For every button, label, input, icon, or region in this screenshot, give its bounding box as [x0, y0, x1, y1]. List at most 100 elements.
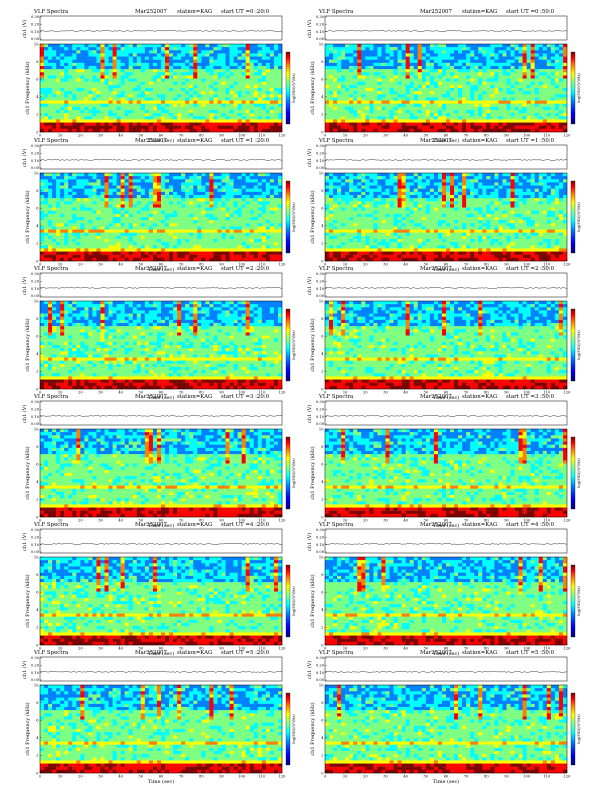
spectrogram-cell — [113, 126, 117, 129]
spectrogram-cell — [386, 126, 390, 129]
spectrogram-cell — [92, 214, 96, 217]
spectrogram-cell — [474, 123, 478, 126]
spectrogram-cell — [278, 182, 282, 185]
spectrogram-cell — [266, 226, 270, 229]
spectrogram-cell — [109, 69, 113, 72]
spectrogram-cell — [394, 57, 398, 60]
spectrogram-cell — [333, 110, 337, 113]
spectrogram-cell — [547, 50, 551, 53]
spectrogram-cell — [193, 201, 197, 204]
spectrogram-cell — [153, 201, 157, 204]
spectrogram-cell — [230, 179, 234, 182]
spectrogram-cell — [250, 101, 254, 104]
spectrogram-cell — [96, 104, 100, 107]
spectrogram-cell — [250, 248, 254, 251]
spectrogram-cell — [329, 110, 333, 113]
spectrogram-cell — [169, 72, 173, 75]
spectrogram-cell — [157, 189, 161, 192]
spectrogram-cell — [333, 50, 337, 53]
spectrogram-cell — [217, 217, 221, 220]
spectrogram-cell — [165, 53, 169, 56]
spectrogram-cell — [137, 126, 141, 129]
spectrogram-cell — [226, 101, 230, 104]
spectrogram-cell — [121, 198, 125, 201]
spectrogram-cell — [238, 211, 242, 214]
spectrogram-cell — [466, 75, 470, 78]
spectrogram-cell — [563, 126, 567, 129]
spectrogram-cell — [234, 101, 238, 104]
spectrogram-cell — [169, 47, 173, 50]
spectrogram-cell — [462, 94, 466, 97]
spectrogram-cell — [88, 230, 92, 233]
spectrogram-cell — [454, 60, 458, 63]
spectrogram-cell — [502, 101, 506, 104]
spectrogram-cell — [531, 50, 535, 53]
spectrogram-cell — [92, 104, 96, 107]
spectrogram-cell — [551, 123, 555, 126]
spectrogram-cell — [349, 126, 353, 129]
spectrogram-cell — [197, 223, 201, 226]
spectrogram-cell — [494, 113, 498, 116]
spectrogram-cell — [369, 72, 373, 75]
spectrogram-cell — [157, 94, 161, 97]
spectrogram-cell — [209, 101, 213, 104]
spectrogram-cell — [390, 119, 394, 122]
spectrogram-cell — [129, 60, 133, 63]
spectrogram-cell — [76, 50, 80, 53]
spectrogram-cell — [430, 97, 434, 100]
spectrogram-cell — [109, 230, 113, 233]
spectrogram-cell — [470, 97, 474, 100]
spectrogram-cell — [173, 239, 177, 242]
spectrogram-cell — [250, 217, 254, 220]
spectrogram-cell — [410, 91, 414, 94]
spectrogram-cell — [266, 223, 270, 226]
spectrogram-cell — [185, 208, 189, 211]
spectrogram-cell — [446, 44, 450, 47]
spectrogram-cell — [543, 97, 547, 100]
spectrogram-cell — [390, 72, 394, 75]
spectrogram-cell — [76, 63, 80, 66]
spectrogram-cell — [394, 94, 398, 97]
spectrogram-cell — [64, 242, 68, 245]
spectrogram-cell — [113, 47, 117, 50]
spectrogram-cell — [222, 198, 226, 201]
spectrogram-cell — [519, 75, 523, 78]
spectrogram-cell — [559, 57, 563, 60]
spectrogram-cell — [258, 223, 262, 226]
spectrogram-cell — [234, 189, 238, 192]
spectrogram-cell — [234, 242, 238, 245]
spectrogram-cell — [52, 88, 56, 91]
spectrogram-cell — [515, 94, 519, 97]
spectrogram-cell — [201, 233, 205, 236]
spectrogram-cell — [377, 97, 381, 100]
spectrogram-cell — [486, 123, 490, 126]
spectrogram-cell — [84, 204, 88, 207]
spectrogram-cell — [270, 195, 274, 198]
spectrogram-cell — [353, 53, 357, 56]
spectrogram-cell — [398, 104, 402, 107]
spectrogram-cell — [92, 239, 96, 242]
spectrogram-cell — [189, 116, 193, 119]
spectrogram-cell — [84, 242, 88, 245]
spectrogram-cell — [222, 223, 226, 226]
spectrogram-cell — [169, 113, 173, 116]
spectrogram-cell — [213, 57, 217, 60]
spectrogram-cell — [189, 113, 193, 116]
spectrogram-cell — [96, 94, 100, 97]
spectrogram-cell — [169, 226, 173, 229]
spectrogram-cell — [60, 201, 64, 204]
spectrogram-cell — [48, 179, 52, 182]
spectrogram-cell — [64, 211, 68, 214]
spectrogram-cell — [325, 66, 329, 69]
spectrogram-cell — [80, 91, 84, 94]
spectrogram-cell — [478, 44, 482, 47]
spectrogram-cell — [450, 47, 454, 50]
spectrogram-cell — [101, 94, 105, 97]
spectrogram-cell — [462, 97, 466, 100]
spectrogram-cell — [357, 116, 361, 119]
spectrogram-cell — [365, 116, 369, 119]
spectrogram-cell — [217, 123, 221, 126]
spectrogram-cell — [454, 101, 458, 104]
spectrogram-cell — [137, 248, 141, 251]
spectrogram-cell — [226, 126, 230, 129]
